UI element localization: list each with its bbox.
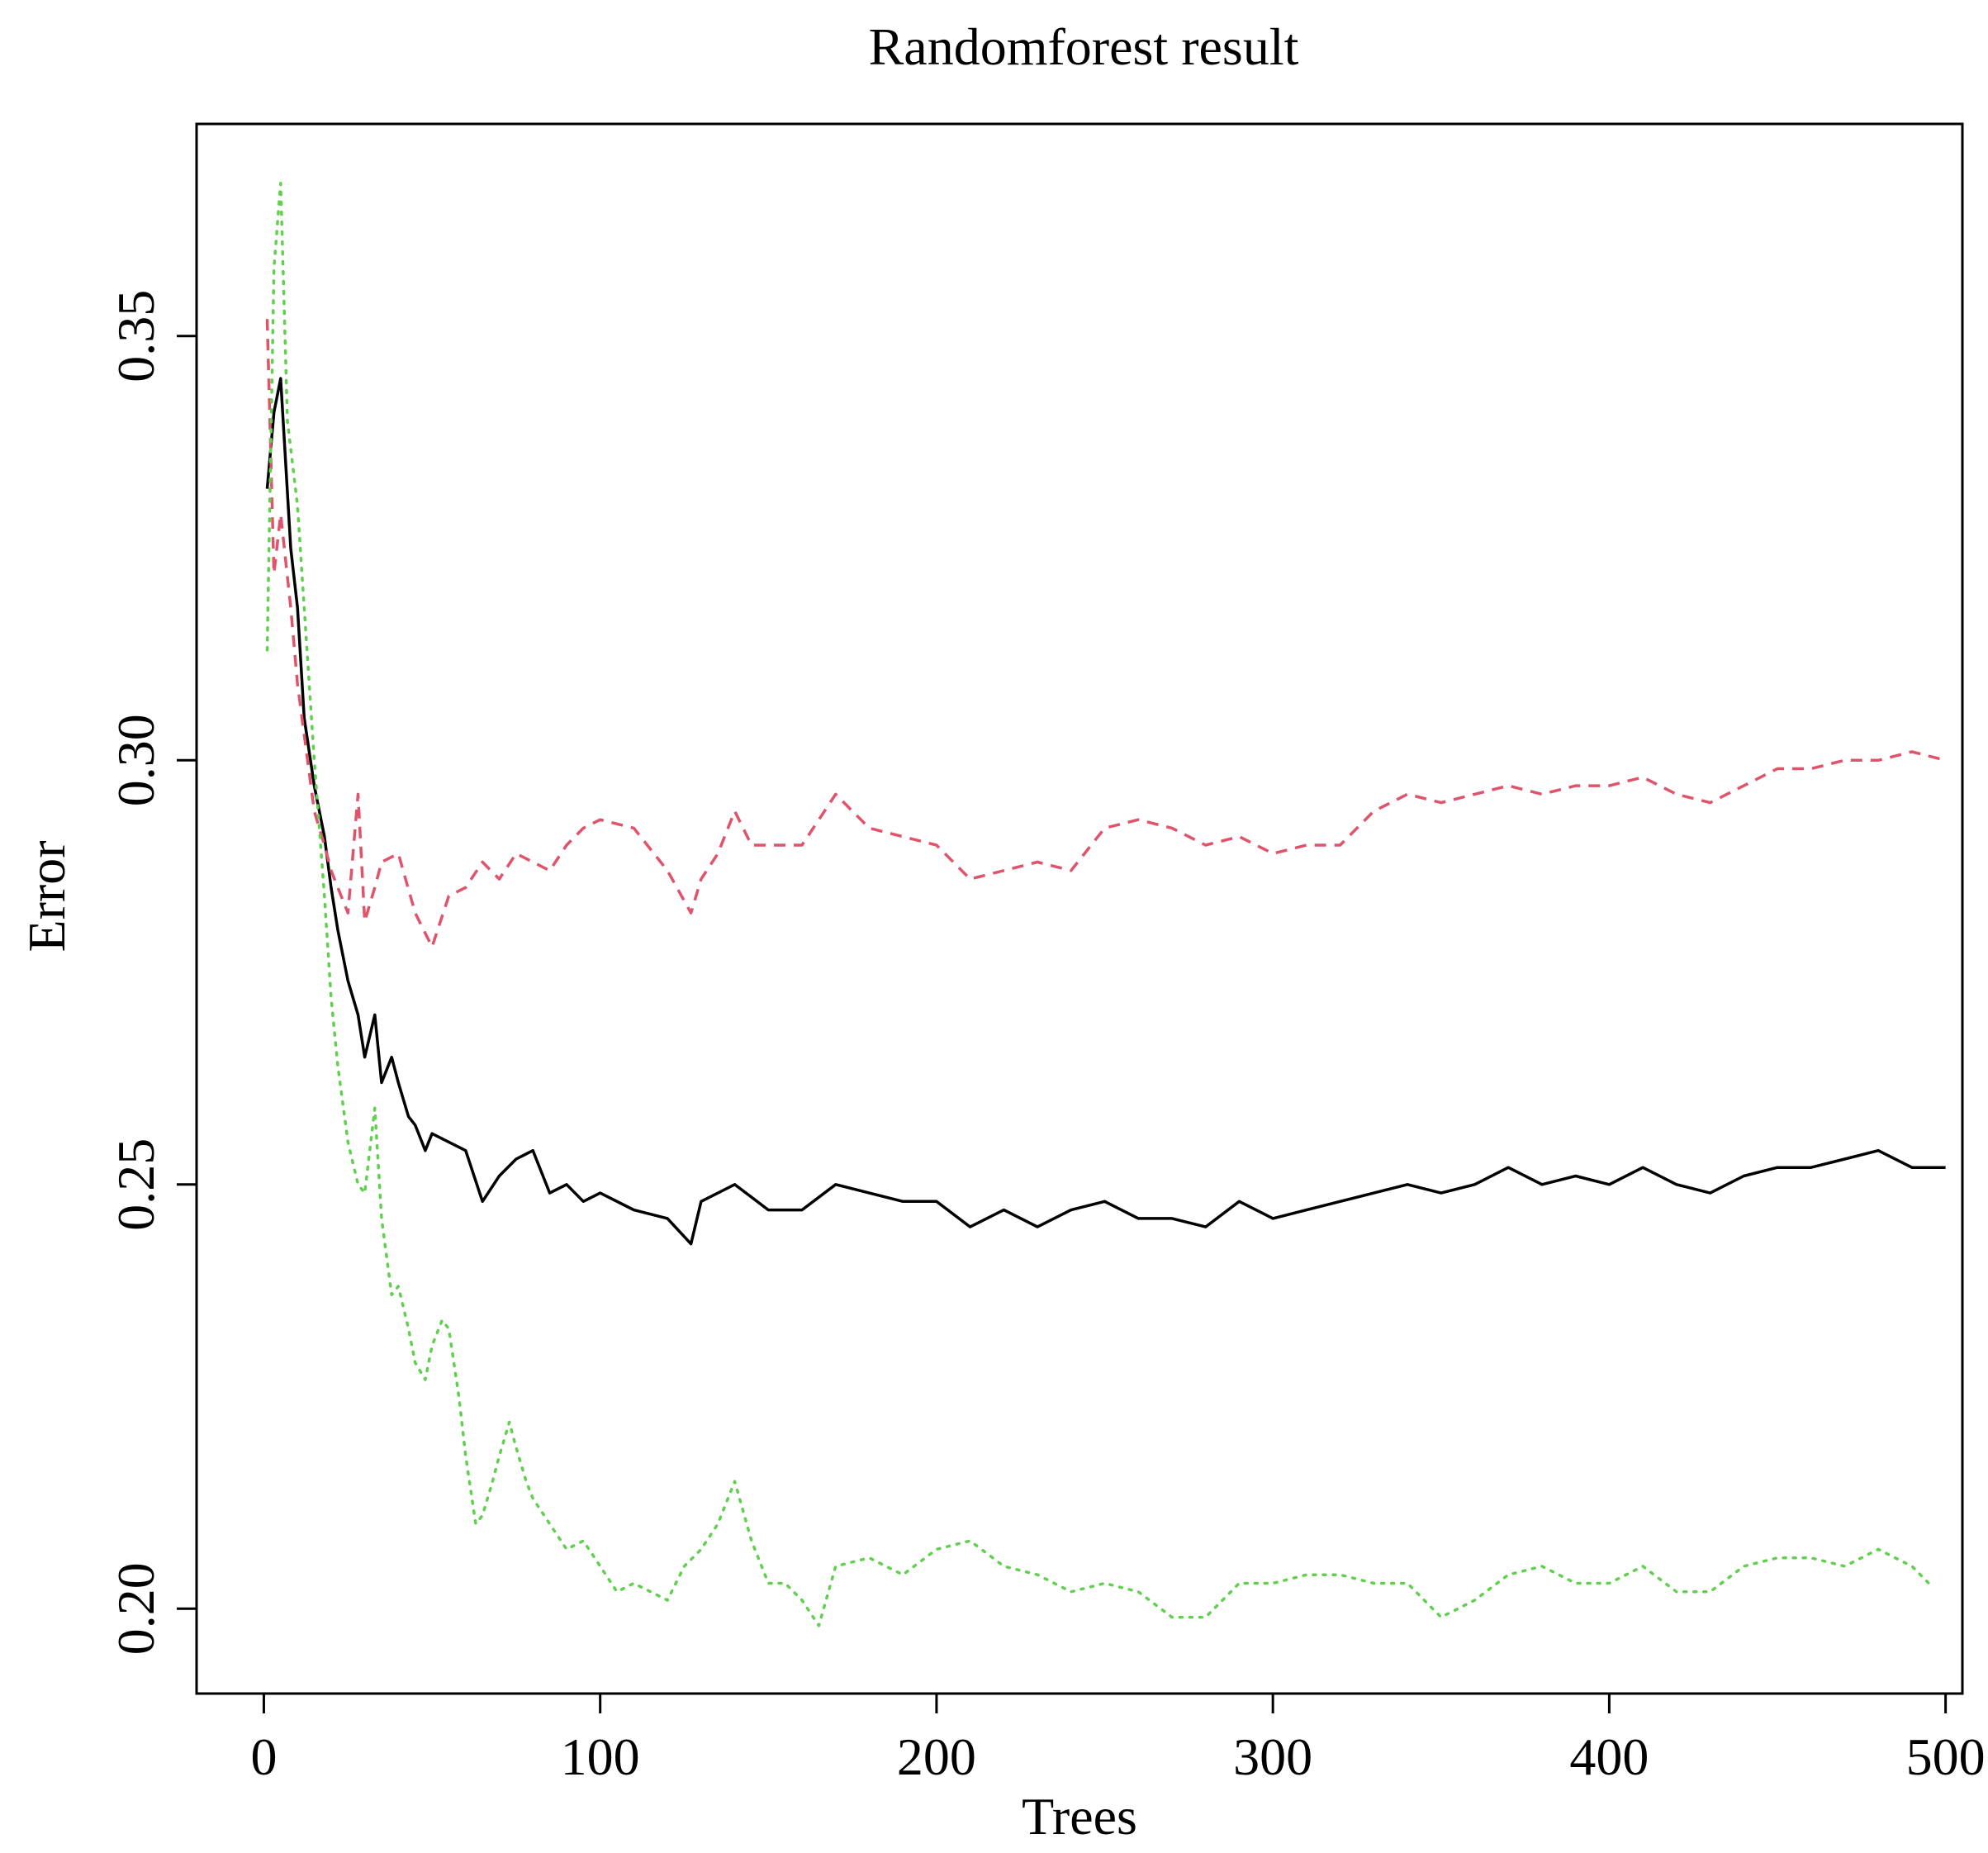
series-line-dotted [265,182,1931,1627]
x-tick-label: 500 [1906,1727,1986,1786]
series-line-solid [265,377,1946,1246]
x-tick-label: 400 [1569,1727,1649,1786]
x-axis-label: Trees [1022,1787,1137,1846]
x-tick-label: 0 [250,1727,277,1786]
y-tick-label: 0.30 [107,714,165,806]
plot-frame [195,122,1964,1695]
y-axis: 0.20 0.25 0.30 0.35 [107,290,198,1655]
x-tick-label: 200 [897,1727,976,1786]
y-tick-label: 0.35 [107,290,165,382]
series-line-dashed [265,319,1947,948]
series-layer [265,182,1947,1627]
y-tick-label: 0.25 [107,1138,165,1231]
x-tick-label: 100 [561,1727,640,1786]
x-tick-label: 300 [1233,1727,1312,1786]
y-axis-label: Error [17,840,76,952]
y-tick-label: 0.20 [107,1562,165,1655]
x-axis: 0 100 200 300 400 500 [250,1692,1986,1786]
chart-title: Randomforest result [869,17,1299,76]
